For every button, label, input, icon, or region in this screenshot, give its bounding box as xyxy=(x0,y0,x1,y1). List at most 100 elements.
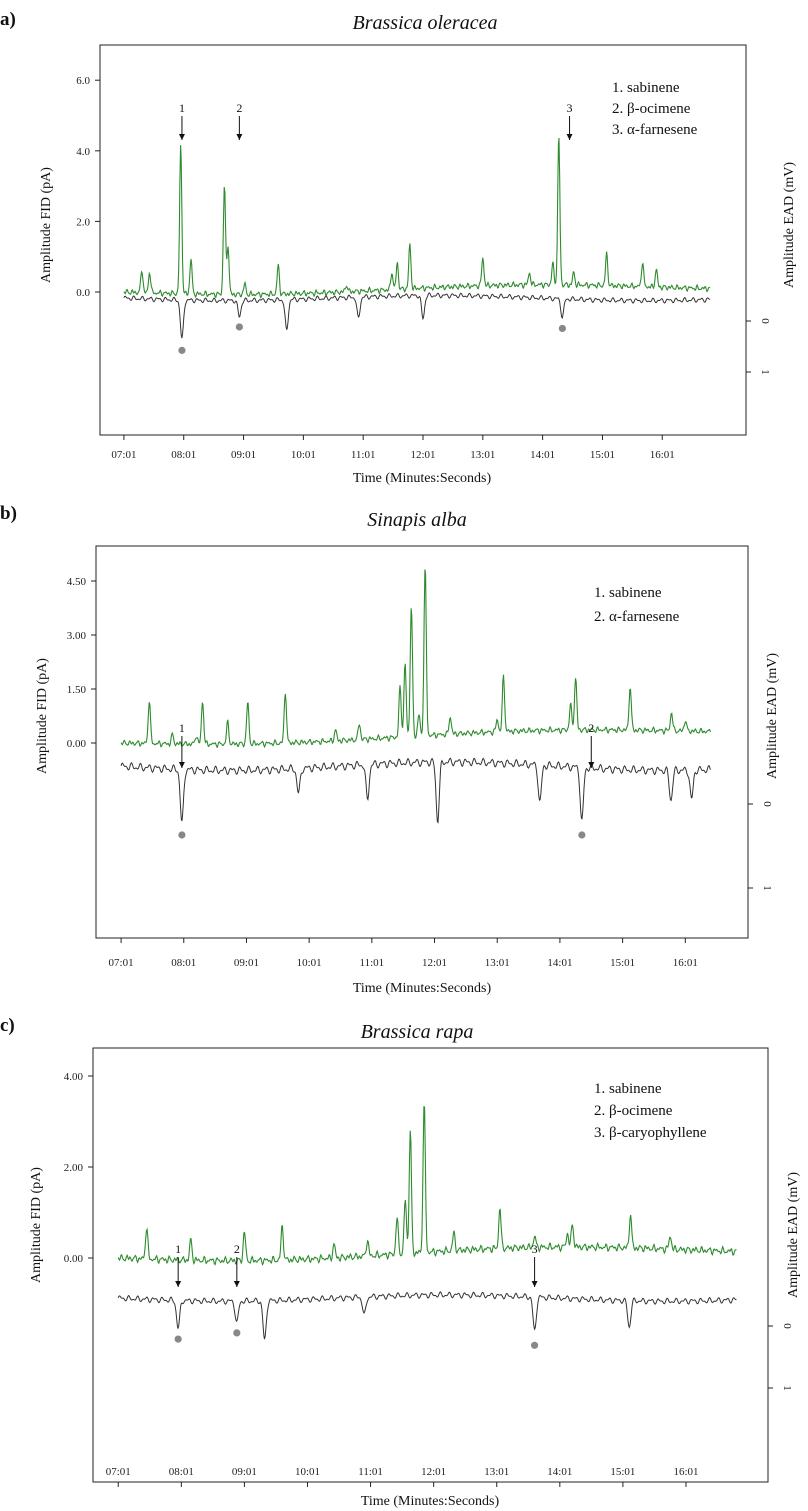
x-tick-label: 11:01 xyxy=(360,957,385,969)
peak-marker-label: 2 xyxy=(234,1242,240,1256)
peak-marker-arrowhead xyxy=(588,762,595,768)
y-tick-label-left: 2.00 xyxy=(64,1162,84,1174)
x-tick-label: 09:01 xyxy=(231,449,256,461)
x-axis-label: Time (Minutes:Seconds) xyxy=(353,981,492,996)
peak-marker-label: 3 xyxy=(532,1242,538,1256)
legend-entry-3: 3. β-caryophyllene xyxy=(594,1125,707,1141)
legend-entry-1: 1. sabinene xyxy=(594,585,662,601)
x-tick-label: 15:01 xyxy=(610,1466,635,1478)
response-dot xyxy=(530,1341,539,1349)
y-axis-label-left: Amplitude FID (pA) xyxy=(39,167,54,283)
plot-frame xyxy=(95,545,749,939)
x-tick-label: 14:01 xyxy=(530,449,555,461)
y-tick-label-right: 0 xyxy=(759,318,771,324)
x-tick-label: 13:01 xyxy=(485,957,510,969)
x-tick-label: 12:01 xyxy=(410,449,435,461)
y-axis-label-left: Amplitude FID (pA) xyxy=(29,1167,44,1283)
peak-marker-arrowhead xyxy=(531,1281,538,1287)
x-tick-label: 10:01 xyxy=(295,1466,320,1478)
y-tick-label-left: 4.0 xyxy=(76,146,90,158)
chart-title: Brassica oleracea xyxy=(353,12,498,34)
x-tick-label: 08:01 xyxy=(171,957,196,969)
y-tick-label-right: 0 xyxy=(761,801,773,807)
x-tick-label: 15:01 xyxy=(610,957,635,969)
panel-label: a) xyxy=(0,9,16,30)
x-tick-label: 16:01 xyxy=(673,957,698,969)
chart-title: Brassica rapa xyxy=(361,1021,474,1043)
x-tick-label: 11:01 xyxy=(358,1466,383,1478)
fid-trace xyxy=(117,1105,737,1267)
x-tick-label: 10:01 xyxy=(297,957,322,969)
x-tick-label: 07:01 xyxy=(109,957,134,969)
legend-entry-1: 1. sabinene xyxy=(612,80,680,96)
y-axis-label-right: Amplitude EAD (mV) xyxy=(782,162,797,288)
peak-marker-arrowhead xyxy=(566,134,573,140)
y-tick-label-right: 1 xyxy=(761,885,773,891)
response-dot xyxy=(174,1335,182,1343)
legend-entry-3: 3. α-farnesene xyxy=(612,122,698,138)
x-tick-label: 14:01 xyxy=(547,1466,572,1478)
response-dot xyxy=(578,831,586,839)
response-dot xyxy=(178,831,186,839)
response-dot xyxy=(558,324,566,333)
x-tick-label: 14:01 xyxy=(547,957,572,969)
y-tick-label-left: 4.00 xyxy=(64,1071,84,1083)
x-tick-label: 11:01 xyxy=(351,449,376,461)
panel-label: b) xyxy=(0,503,17,524)
x-tick-label: 13:01 xyxy=(470,449,495,461)
x-tick-label: 15:01 xyxy=(590,449,615,461)
x-axis-label: Time (Minutes:Seconds) xyxy=(353,471,492,486)
peak-marker-label: 3 xyxy=(567,101,573,115)
y-axis-label-left: Amplitude FID (pA) xyxy=(35,658,50,774)
fid-trace xyxy=(123,137,711,299)
x-tick-label: 16:01 xyxy=(673,1466,698,1478)
y-tick-label-left: 4.50 xyxy=(67,576,87,588)
response-dot xyxy=(233,1329,241,1337)
peak-marker-arrowhead xyxy=(233,1281,240,1287)
y-axis-label-right: Amplitude EAD (mV) xyxy=(786,1172,801,1298)
x-tick-label: 07:01 xyxy=(106,1466,131,1478)
x-tick-label: 09:01 xyxy=(232,1466,257,1478)
peak-marker-arrowhead xyxy=(175,1281,182,1287)
y-axis-label-right: Amplitude EAD (mV) xyxy=(765,653,780,779)
y-tick-label-left: 0.00 xyxy=(67,738,87,750)
y-tick-label-right: 1 xyxy=(781,1385,793,1391)
peak-marker-label: 2 xyxy=(236,101,242,115)
y-tick-label-left: 0.00 xyxy=(64,1253,84,1265)
x-tick-label: 09:01 xyxy=(234,957,259,969)
x-tick-label: 13:01 xyxy=(484,1466,509,1478)
peak-marker-arrowhead xyxy=(178,134,185,140)
peak-marker-arrowhead xyxy=(178,762,185,768)
x-axis-label: Time (Minutes:Seconds) xyxy=(361,1494,500,1509)
ead-trace xyxy=(120,757,711,824)
peak-marker-label: 1 xyxy=(179,721,185,735)
y-tick-label-left: 0.0 xyxy=(76,287,90,299)
y-tick-label-left: 1.50 xyxy=(67,684,87,696)
legend-entry-1: 1. sabinene xyxy=(594,1081,662,1097)
response-dot xyxy=(235,323,243,331)
panel-label: c) xyxy=(0,1015,15,1036)
response-dot xyxy=(178,346,186,354)
ead-trace xyxy=(123,292,711,339)
peak-marker-arrowhead xyxy=(236,134,243,140)
panel-b: b) Sinapis alba Amplitude FID (pA) Ampli… xyxy=(0,503,780,996)
peak-marker-label: 2 xyxy=(588,721,594,735)
x-tick-label: 10:01 xyxy=(291,449,316,461)
x-tick-label: 08:01 xyxy=(169,1466,194,1478)
y-tick-label-right: 1 xyxy=(759,369,771,375)
panel-a: a) Brassica oleracea Amplitude FID (pA) … xyxy=(0,9,797,486)
x-tick-label: 12:01 xyxy=(421,1466,446,1478)
peak-marker-label: 1 xyxy=(175,1242,181,1256)
chart-title: Sinapis alba xyxy=(367,509,466,531)
panel-c: c) Brassica rapa Amplitude FID (pA) Ampl… xyxy=(0,1015,801,1509)
legend-entry-2: 2. β-ocimene xyxy=(612,101,691,117)
y-tick-label-left: 3.00 xyxy=(67,630,87,642)
y-tick-label-left: 6.0 xyxy=(76,75,90,87)
x-tick-label: 12:01 xyxy=(422,957,447,969)
x-tick-label: 08:01 xyxy=(171,449,196,461)
peak-marker-label: 1 xyxy=(179,101,185,115)
plot-frame xyxy=(92,1047,769,1483)
fid-trace xyxy=(120,569,711,749)
legend-entry-2: 2. β-ocimene xyxy=(594,1103,673,1119)
